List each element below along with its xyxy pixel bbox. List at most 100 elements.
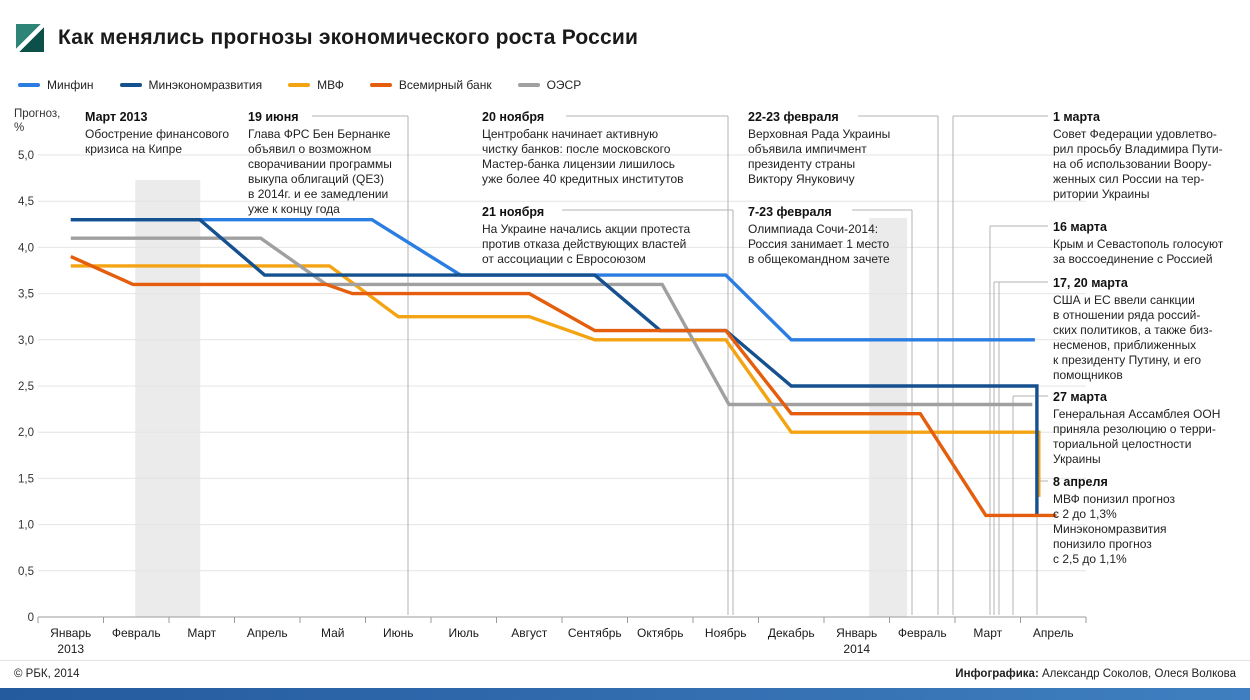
series-line-ОЭСР	[70, 236, 1033, 407]
x-tick-label: Апрель	[1033, 626, 1074, 640]
legend-label: Всемирный банк	[398, 78, 492, 92]
x-tick-label: Ноябрь	[705, 626, 747, 640]
y-tick-label: 1,5	[18, 473, 34, 485]
annotation-text-line: Украины	[1053, 452, 1101, 466]
annotation-text-line: ритории Украины	[1053, 187, 1150, 201]
annotation-text-line: МВФ понизил прогноз	[1053, 492, 1175, 506]
legend-item-Минэкономразвития: Минэкономразвития	[119, 78, 263, 92]
annotation-text-line: кризиса на Кипре	[85, 142, 183, 156]
annotation-text-line: на об использовании Воору-	[1053, 157, 1212, 171]
y-tick-label: 4,0	[18, 242, 34, 254]
annotation-4: 22-23 февраля Верховная Рада Украины объяв…	[748, 110, 938, 187]
annotation-date: 22-23 февраля	[748, 110, 839, 124]
x-tick-label: Декабрь	[768, 626, 815, 640]
page-title: Как менялись прогнозы экономического рос…	[58, 26, 639, 49]
legend-item-ОЭСР: ОЭСР	[517, 78, 582, 92]
annotation-date: 21 ноября	[482, 205, 545, 219]
series-line-Всемирный банк	[70, 255, 1057, 518]
annotation-text-line: уже к концу года	[248, 202, 340, 216]
y-tick-label: 0	[28, 612, 34, 624]
x-year-label: 2013	[57, 642, 84, 656]
annotation-date: 1 марта	[1053, 110, 1101, 124]
legend-swatch-icon	[18, 83, 40, 87]
annotation-0: Март 2013 Обострение финансового кризиса н…	[85, 110, 255, 157]
legend: Минфин Минэкономразвития МВФ Всемирный банк…	[18, 78, 581, 92]
annotation-text-line: выкупа облигаций (QE3)	[248, 172, 385, 186]
y-tick-label: 2,5	[18, 381, 34, 393]
annotation-text-line: в 2014г. и ее замедлении	[248, 187, 389, 201]
x-tick-label: Январь	[50, 626, 91, 640]
x-tick-label: Март	[973, 626, 1002, 640]
annotation-date: 7-23 февраля	[748, 205, 832, 219]
annotation-text-line: США и ЕС ввели санкции	[1053, 293, 1195, 307]
annotation-text-line: сворачивании программы	[248, 157, 392, 171]
legend-item-МВФ: МВФ	[288, 78, 344, 92]
annotation-text-line: помощников	[1053, 368, 1123, 382]
y-axis-title: Прогноз,	[14, 108, 60, 120]
legend-item-Всемирный банк: Всемирный банк	[369, 78, 492, 92]
annotation-1: 19 июня Глава ФРС Бен Бернанке объявил о в…	[248, 110, 423, 217]
x-tick-label: Март	[187, 626, 216, 640]
annotation-text-line: Совет Федерации удовлетво-	[1053, 127, 1217, 141]
credits-label: Инфографика:	[955, 668, 1039, 680]
x-tick-label: Февраль	[898, 626, 947, 640]
annotation-text-line: Верховная Рада Украины	[748, 127, 891, 141]
annotation-6: 1 марта Совет Федерации удовлетво-рил про…	[1053, 110, 1243, 202]
annotation-text-line: несменов, приближенных	[1053, 338, 1197, 352]
annotation-text-line: объявил о возможном	[248, 142, 372, 156]
annotation-date: 17, 20 марта	[1053, 276, 1128, 290]
x-tick-label: Сентябрь	[568, 626, 622, 640]
annotation-text-line: приняла резолюцию о терри-	[1053, 422, 1216, 436]
legend-label: ОЭСР	[546, 78, 582, 92]
legend-item-Минфин: Минфин	[18, 78, 94, 92]
legend-swatch-icon	[517, 83, 540, 87]
annotation-text-line: в общекомандном зачете	[748, 252, 890, 266]
annotation-text-line: к президенту Путину, и его	[1053, 353, 1202, 367]
annotation-text-line: против отказа действующих властей	[482, 237, 687, 251]
bottom-blue-bar	[0, 688, 1250, 700]
rbc-logo-icon	[16, 24, 44, 52]
legend-label: Минэкономразвития	[148, 78, 263, 92]
annotation-5: 7-23 февраля Олимпиада Сочи-2014: Россия з…	[748, 205, 933, 267]
annotation-text-line: Центробанк начинает активную	[482, 127, 659, 141]
x-tick-label: Июнь	[383, 626, 414, 640]
x-tick-label: Май	[321, 626, 345, 640]
annotation-text-line: Генеральная Ассамблея ООН	[1053, 407, 1221, 421]
annotation-text-line: На Украине начались акции протеста	[482, 222, 691, 236]
footer: © РБК, 2014 Инфографика: Александр Сокол…	[0, 660, 1250, 689]
x-tick-label: Июль	[448, 626, 479, 640]
annotation-7: 16 марта Крым и Севастополь голосуют за во…	[1053, 220, 1248, 267]
credits: Инфографика: Александр Соколов, Олеся Во…	[955, 668, 1236, 680]
y-axis-title: %	[14, 122, 24, 134]
annotation-text-line: ториальной целостности	[1053, 437, 1192, 451]
annotation-2: 20 ноября Центробанк начинает активную чис…	[482, 110, 742, 187]
annotation-text-line: рил просьбу Владимира Пути-	[1053, 142, 1223, 156]
x-tick-label: Апрель	[247, 626, 288, 640]
y-tick-label: 5,0	[18, 150, 34, 162]
annotation-text-line: ских политиков, а также биз-	[1053, 323, 1213, 337]
event-band-0	[135, 180, 201, 617]
annotation-text-line: Виктору Януковичу	[748, 172, 855, 186]
annotation-text-line: Россия занимает 1 место	[748, 237, 890, 251]
y-tick-label: 3,0	[18, 335, 34, 347]
annotation-date: 19 июня	[248, 110, 299, 124]
forecast-line-chart: 5,0 4,5 4,0 3,5 3,0 2,5 2,0 1,5 1,0 0,5 0 Прогноз,%…	[14, 108, 1087, 656]
annotation-date: 16 марта	[1053, 220, 1107, 234]
annotation-text-line: чистку банков: после московского	[482, 142, 671, 156]
annotation-text-line: с 2,5 до 1,1%	[1053, 552, 1127, 566]
legend-swatch-icon	[288, 83, 311, 87]
annotation-date: 20 ноября	[482, 110, 545, 124]
y-tick-label: 4,5	[18, 196, 34, 208]
annotation-text-line: понизило прогноз	[1053, 537, 1152, 551]
annotation-text-line: Олимпиада Сочи-2014:	[748, 222, 879, 236]
annotation-9: 27 марта Генеральная Ассамблея ООН приняла…	[1053, 390, 1250, 467]
annotation-text-line: в отношении ряда россий-	[1053, 308, 1201, 322]
annotation-text-line: объявила импичмент	[748, 142, 867, 156]
x-year-label: 2014	[843, 642, 870, 656]
legend-swatch-icon	[119, 83, 142, 87]
annotation-text-line: женных сил России на тер-	[1053, 172, 1205, 186]
annotation-text-line: от ассоциации с Евросоюзом	[482, 252, 646, 266]
legend-label: МВФ	[317, 78, 344, 92]
annotation-text-line: Мастер-банка лицензии лишилось	[482, 157, 676, 171]
